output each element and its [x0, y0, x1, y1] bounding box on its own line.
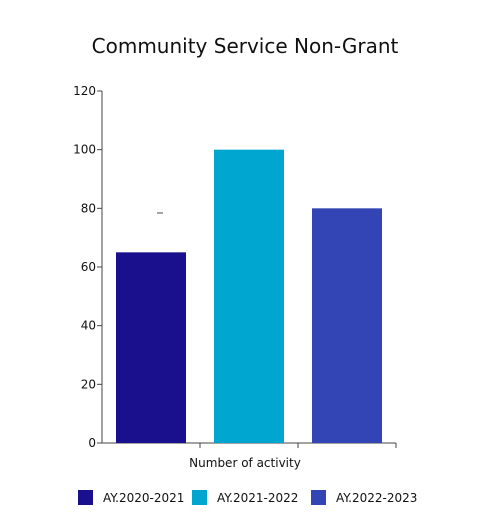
- y-tick-label: 0: [88, 436, 96, 450]
- y-tick-label: 40: [81, 319, 96, 333]
- y-tick-label: 120: [73, 84, 96, 98]
- y-ticks: 0 20 40 60 80 100 120: [73, 84, 102, 450]
- plot-area: 0 20 40 60 80 100 120: [73, 84, 397, 450]
- bar: [312, 208, 382, 443]
- legend-swatch: [78, 490, 93, 505]
- y-tick-label: 100: [73, 143, 96, 157]
- legend-item: AY.2022-2023: [311, 490, 417, 505]
- x-ticks: [199, 443, 397, 448]
- x-axis-label: Number of activity: [189, 456, 301, 470]
- chart-title: Community Service Non-Grant: [92, 34, 399, 58]
- legend-swatch: [192, 490, 207, 505]
- bar: [214, 149, 284, 443]
- legend-item: AY.2021-2022: [192, 490, 298, 505]
- y-tick-label: 80: [81, 201, 96, 215]
- bar: [116, 252, 186, 443]
- legend-label: AY.2022-2023: [336, 491, 417, 505]
- legend-item: AY.2020-2021: [78, 490, 184, 505]
- bars: [116, 149, 382, 443]
- legend-label: AY.2020-2021: [103, 491, 184, 505]
- legend: AY.2020-2021 AY.2021-2022 AY.2022-2023: [78, 490, 417, 505]
- legend-swatch: [311, 490, 326, 505]
- y-tick-label: 20: [81, 377, 96, 391]
- y-tick-label: 60: [81, 260, 96, 274]
- legend-label: AY.2021-2022: [217, 491, 298, 505]
